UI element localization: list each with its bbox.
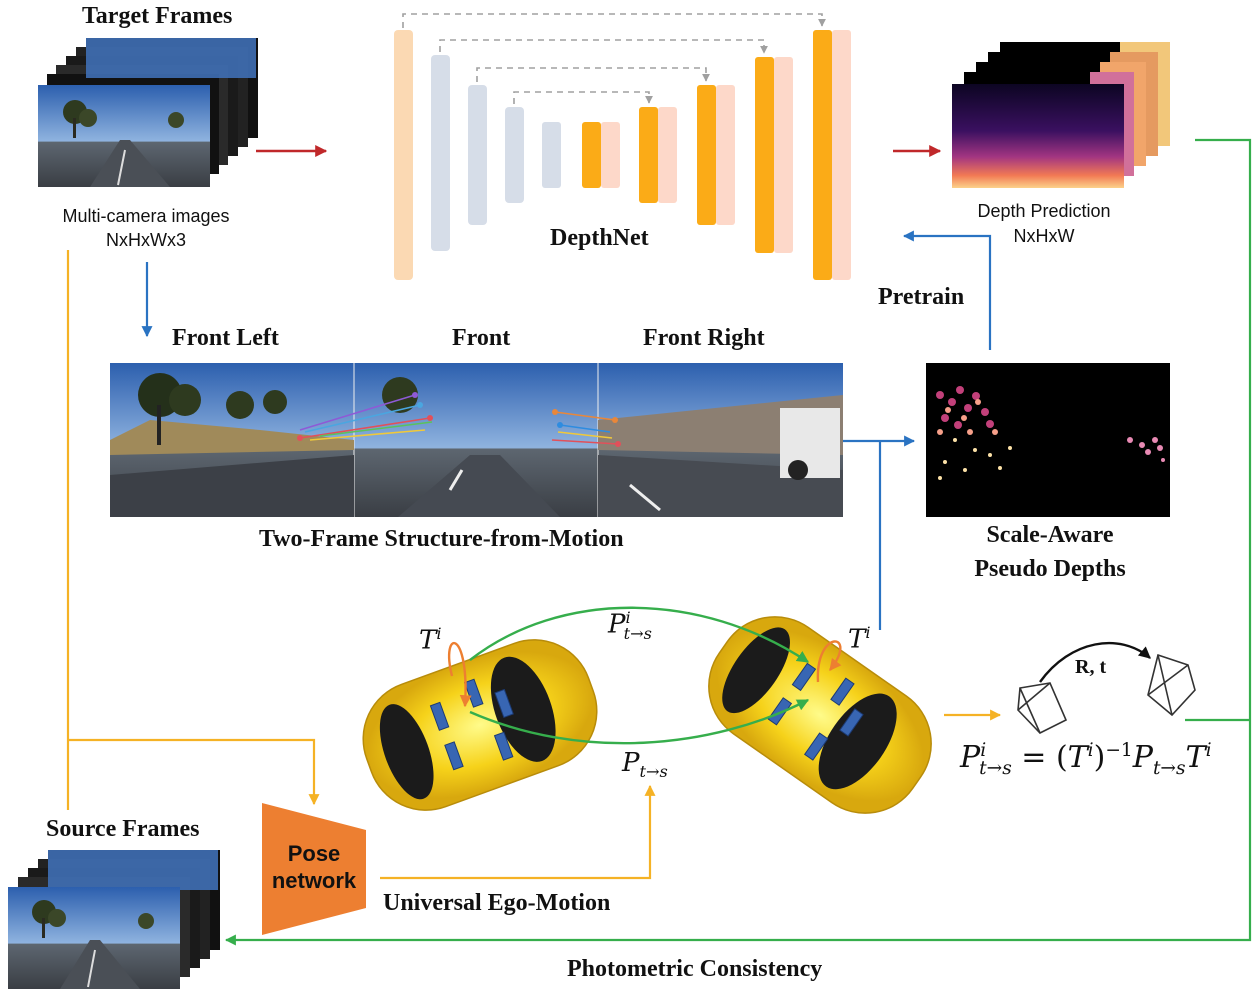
pseudo-depth-image: [926, 363, 1170, 517]
front-right-label: Front Right: [643, 325, 765, 351]
front-left-label: Front Left: [172, 325, 279, 351]
source-extrinsic-arrow: [447, 641, 472, 708]
encoder-layer-2: [431, 55, 450, 251]
camera-pose-icons: [1017, 653, 1196, 734]
pose-network-block: [262, 803, 366, 935]
two-frame-sfm-label: Two-Frame Structure-from-Motion: [259, 526, 624, 552]
target-car: [708, 616, 932, 814]
encoder-layer-3: [468, 85, 487, 225]
depth-shape-label: NxHxW: [1013, 226, 1075, 246]
camera-panorama: [110, 363, 843, 517]
skip-connections: [402, 13, 826, 104]
photometric-consistency-label: Photometric Consistency: [567, 956, 823, 982]
decoder-skip-1: [601, 122, 620, 188]
front-label: Front: [452, 325, 511, 351]
universal-ego-motion-label: Universal Ego-Motion: [383, 890, 611, 916]
pose-label-line2: network: [271, 868, 357, 893]
multi-camera-label: Multi-camera images: [62, 206, 230, 226]
depthnet-architecture: [394, 30, 851, 280]
pseudo-depths-label: Pseudo Depths: [974, 556, 1126, 582]
rt-label: R, t: [1075, 656, 1107, 678]
target-frames-stack: [38, 38, 258, 187]
scale-aware-label: Scale-Aware: [986, 522, 1114, 548]
camera-motion-arrow: [469, 606, 809, 663]
frames-to-pose-arrow: [68, 738, 320, 806]
depth-prediction-label: Depth Prediction: [977, 201, 1111, 221]
camera-motion-label: Pit→s: [608, 608, 652, 643]
target-extrinsic-label: Ti: [848, 623, 871, 655]
decoder-skip-4: [774, 57, 793, 253]
pretrain-arrow: [902, 230, 992, 350]
encoder-layer-1: [394, 30, 413, 280]
decoder-skip-3: [716, 85, 735, 225]
target-frames-label: Target Frames: [82, 3, 233, 29]
ego-motion-arrow: [469, 698, 810, 745]
target-extrinsic-arrow: [816, 640, 842, 683]
decoder-layer-5: [813, 30, 832, 280]
decoder-layer-3: [697, 85, 716, 225]
depthnet-label: DepthNet: [550, 225, 649, 251]
extrinsic-equation: Pit→s = (Ti)−1Pt→sTi: [960, 740, 1212, 779]
bottleneck-layer: [542, 122, 561, 188]
pretrain-label: Pretrain: [878, 284, 965, 310]
decoder-skip-2: [658, 107, 677, 203]
depth-prediction-stack: [952, 42, 1170, 188]
decoder-skip-5: [832, 30, 851, 280]
photometric-loop-arrow: [224, 138, 1252, 946]
pose-label-line1: Pose: [287, 841, 341, 866]
multi-camera-shape-label: NxHxWx3: [106, 230, 186, 250]
source-frames-stack: [8, 850, 220, 989]
decoder-layer-2: [639, 107, 658, 203]
ego-motion-label: Pt→s: [622, 748, 668, 782]
encoder-layer-4: [505, 107, 524, 203]
source-extrinsic-label: Ti: [419, 624, 442, 656]
decoder-layer-1: [582, 122, 601, 188]
pose-network-label: Pose network: [262, 840, 366, 894]
source-frames-label: Source Frames: [46, 816, 200, 842]
relative-pose-arrow: [1039, 642, 1151, 683]
decoder-layer-4: [755, 57, 774, 253]
pose-to-motion-arrow: [380, 784, 656, 880]
